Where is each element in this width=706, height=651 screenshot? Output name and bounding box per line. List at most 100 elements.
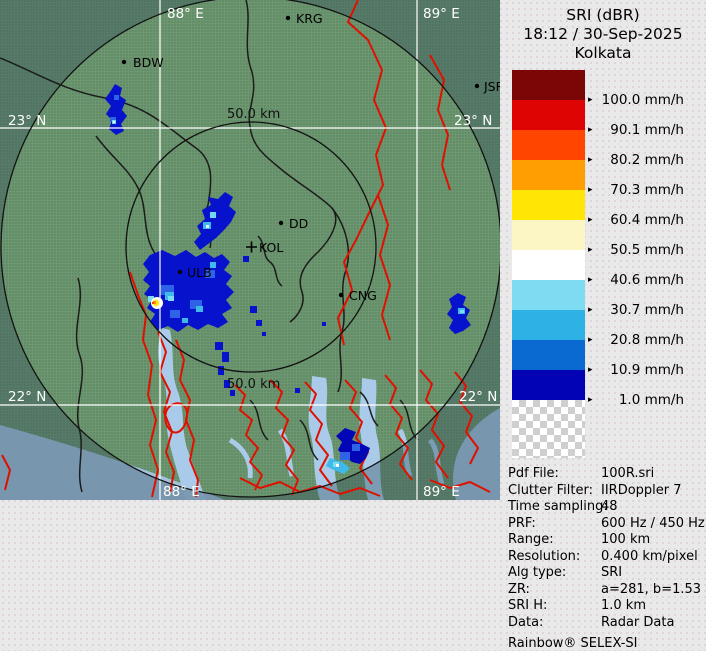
city-label: KRG — [296, 11, 323, 26]
legend-band — [512, 100, 585, 130]
metadata-row: Data: Radar Data — [508, 615, 704, 632]
software-brand: Rainbow® SELEX-SI — [508, 636, 638, 651]
lat-label: 23° N — [454, 113, 492, 129]
legend-arrow-icon: ▸ — [588, 305, 593, 315]
legend-band — [512, 340, 585, 370]
meta-label: PRF: — [508, 515, 536, 531]
graticule — [0, 0, 500, 500]
legend-label: 80.2 mm/h — [610, 152, 684, 168]
legend-color-bar — [512, 70, 585, 400]
meta-value: 48 — [601, 499, 618, 514]
lat-label: 22° N — [459, 389, 497, 405]
legend-arrow-icon: ▸ — [588, 155, 593, 165]
radar-map: 88° E 89° E 23° N 23° N 22° N 22° N 88° … — [0, 0, 500, 500]
legend-band — [512, 220, 585, 250]
metadata-row: Time sampling: 48 — [508, 499, 704, 516]
radar-site-cross-icon — [246, 241, 257, 253]
legend-band — [512, 130, 585, 160]
legend-arrow-icon: ▸ — [588, 125, 593, 135]
range-ring-label: 50.0 km — [227, 107, 280, 122]
meta-value: 100R.sri — [601, 466, 655, 481]
legend-label: 100.0 mm/h — [601, 92, 684, 108]
lon-label: 89° E — [423, 484, 460, 500]
legend-label: 50.5 mm/h — [610, 242, 684, 258]
range-rings — [0, 0, 500, 498]
metadata-row: Alg type: SRI — [508, 565, 704, 582]
metadata-row: ZR: a=281, b=1.53 — [508, 582, 704, 599]
color-legend: ▸ 100.0 mm/h ▸ 90.1 mm/h ▸ 80.2 mm/h ▸ 70.3 … — [512, 70, 684, 468]
metadata-row: Clutter Filter: IIRDoppler 7 — [508, 483, 704, 500]
legend-arrow-icon: ▸ — [588, 275, 593, 285]
range-ring-label: 50.0 km — [227, 377, 280, 392]
lat-label: 23° N — [8, 113, 46, 129]
legend-arrow-icon: ▸ — [588, 185, 593, 195]
metadata-row: Pdf File: 100R.sri — [508, 466, 704, 483]
metadata-block: Pdf File: 100R.sri Clutter Filter: IIRDopp… — [508, 466, 705, 651]
legend-band — [512, 190, 585, 220]
legend-band — [512, 280, 585, 310]
legend-label: 60.4 mm/h — [610, 212, 684, 228]
metadata-row: PRF: 600 Hz / 450 Hz — [508, 515, 705, 533]
lon-label: 89° E — [423, 6, 460, 22]
meta-value: 600 Hz / 450 Hz — [601, 515, 705, 531]
city-label: DD — [289, 216, 308, 231]
meta-label: Clutter Filter: — [508, 482, 593, 498]
city-label: CNG — [349, 288, 377, 303]
legend-band — [512, 160, 585, 190]
legend-band — [512, 310, 585, 340]
metadata-row: Range: 100 km — [508, 532, 704, 549]
legend-label: 40.6 mm/h — [610, 272, 684, 288]
legend-label: 20.8 mm/h — [610, 332, 684, 348]
meta-value: IIRDoppler 7 — [601, 482, 682, 498]
product-title: SRI (dBR) — [566, 6, 640, 24]
legend-label: 1.0 mm/h — [618, 392, 684, 408]
city-markers: BDW KRG JSR DD KOL ULB CNG — [121, 11, 500, 303]
city-label: BDW — [133, 55, 164, 70]
legend-label: 10.9 mm/h — [610, 362, 684, 378]
city-label: ULB — [187, 265, 212, 280]
water-features — [0, 328, 500, 500]
meta-value: 1.0 km — [601, 598, 646, 613]
legend-arrow-icon: ▸ — [588, 215, 593, 225]
legend-arrow-icon: ▸ — [588, 335, 593, 345]
legend-arrow-icon: ▸ — [588, 395, 593, 405]
legend-label: 90.1 mm/h — [610, 122, 684, 138]
out-of-range-shade — [0, 0, 500, 500]
meta-label: Resolution: — [508, 548, 581, 564]
legend-arrow-icon: ▸ — [588, 95, 593, 105]
meta-label: Time sampling: — [508, 499, 608, 514]
legend-band — [512, 370, 585, 400]
title-block: SRI (dBR) 18:12 / 30-Sep-2025 Kolkata — [500, 6, 706, 63]
meta-value: SRI — [601, 565, 623, 580]
meta-value: a=281, b=1.53 — [601, 581, 702, 597]
graticule-labels: 88° E 89° E 23° N 23° N 22° N 22° N 88° … — [8, 6, 497, 500]
city-label: KOL — [259, 240, 283, 255]
meta-value: 100 km — [601, 532, 651, 547]
meta-label: Pdf File: — [508, 466, 559, 481]
meta-value: Radar Data — [601, 614, 675, 630]
meta-value: 0.400 km/pixel — [601, 548, 698, 564]
meta-label: ZR: — [508, 581, 530, 597]
transparency-checker — [512, 400, 585, 458]
radar-map-canvas: 88° E 89° E 23° N 23° N 22° N 22° N 88° … — [0, 0, 500, 500]
legend-label: 30.7 mm/h — [610, 302, 684, 318]
station-name: Kolkata — [574, 44, 632, 62]
timestamp: 18:12 / 30-Sep-2025 — [523, 25, 683, 43]
meta-label: Range: — [508, 532, 554, 547]
meta-label: SRI H: — [508, 598, 548, 613]
metadata-row: SRI H: 1.0 km — [508, 598, 704, 615]
legend-band — [512, 70, 585, 100]
metadata-row: Resolution: 0.400 km/pixel — [508, 549, 704, 566]
meta-label: Alg type: — [508, 565, 567, 580]
legend-label: 70.3 mm/h — [610, 182, 684, 198]
meta-label: Data: — [508, 614, 544, 630]
legend-arrow-icon: ▸ — [588, 245, 593, 255]
city-label: JSR — [483, 79, 500, 94]
legend-arrow-icon: ▸ — [588, 365, 593, 375]
red-boundaries — [1, 0, 491, 498]
lon-label: 88° E — [167, 6, 204, 22]
info-panel: SRI (dBR) 18:12 / 30-Sep-2025 Kolkata ▸ 1… — [500, 0, 706, 651]
lat-label: 22° N — [8, 389, 46, 405]
lon-label: 88° E — [163, 484, 200, 500]
legend-band — [512, 250, 585, 280]
